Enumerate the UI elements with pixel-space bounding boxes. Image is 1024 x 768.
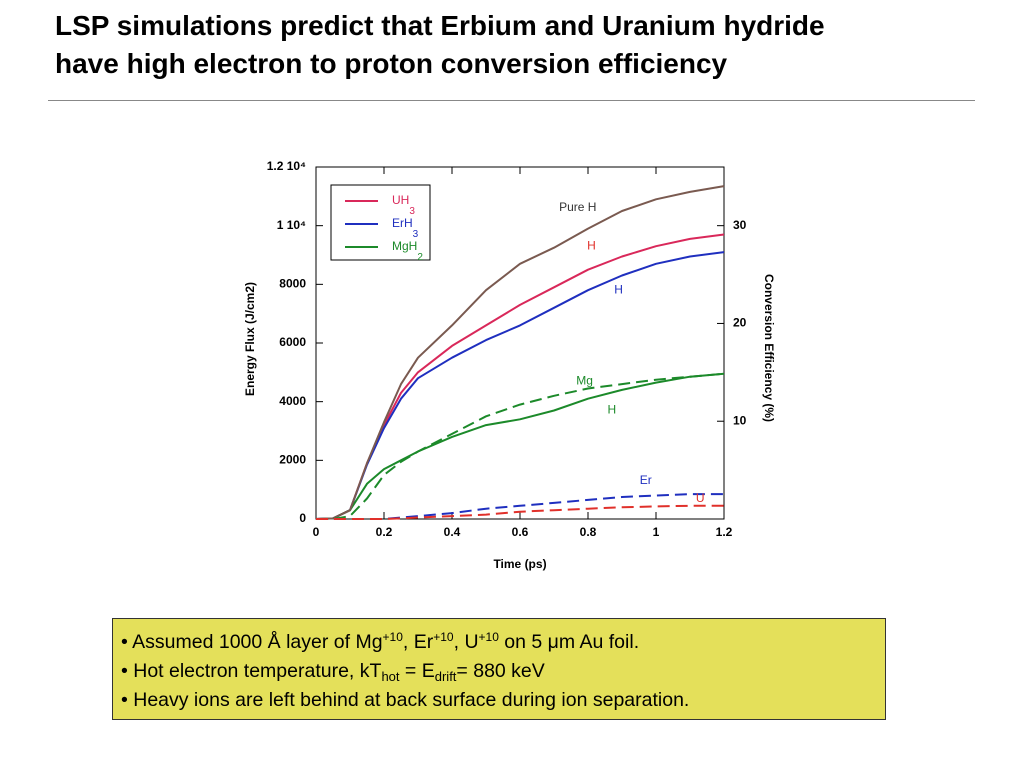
series-line <box>315 185 725 520</box>
y-tick-label: 0 <box>299 511 306 525</box>
y-tick-label: 4000 <box>279 394 306 408</box>
y-tick-label: 1 10⁴ <box>277 218 306 232</box>
x-tick-label: 0.8 <box>580 525 597 539</box>
annotation: H <box>614 282 623 296</box>
x-tick-label: 0.2 <box>376 525 393 539</box>
x-tick-label: 0.6 <box>512 525 529 539</box>
legend-label: MgH2 <box>392 239 423 262</box>
y-axis-label: Energy Flux (J/cm2) <box>243 282 257 396</box>
slide-title: LSP simulations predict that Erbium and … <box>55 10 825 41</box>
y2-axis-label: Conversion Efficiency (%) <box>762 274 776 422</box>
bullet-text: +10 <box>478 630 499 644</box>
x-axis-label: Time (ps) <box>493 557 546 571</box>
bullet: • Hot electron temperature, kThot = Edri… <box>121 657 877 686</box>
y2-tick-label: 20 <box>733 316 747 330</box>
divider <box>48 100 975 101</box>
bullet: • Heavy ions are left behind at back sur… <box>121 686 877 715</box>
bullet: • Assumed 1000 Å layer of Mg+10, Er+10, … <box>121 628 877 657</box>
annotation: H <box>587 238 596 252</box>
series-line <box>315 233 725 520</box>
bullet-text: , Er <box>402 631 434 653</box>
bullet-text: on 5 μm Au foil. <box>498 631 640 653</box>
x-tick-label: 1.2 <box>716 525 733 539</box>
y-tick-label: 2000 <box>279 453 306 467</box>
bullet-text: • Heavy ions are left behind at back sur… <box>121 689 690 711</box>
legend-label: UH3 <box>392 193 415 216</box>
slide-title: have high electron to proton conversion … <box>55 48 728 79</box>
annotation: Pure H <box>559 200 596 214</box>
annotation: Er <box>640 473 652 487</box>
bullet-text: +10 <box>382 630 403 644</box>
annotation: H <box>607 403 616 417</box>
series-line <box>315 251 725 520</box>
legend-label: ErH3 <box>392 216 419 239</box>
y-tick-label: 8000 <box>279 277 306 291</box>
bullet-text: = 880 keV <box>456 660 545 682</box>
annotation: U <box>696 491 705 505</box>
note-box: • Assumed 1000 Å layer of Mg+10, Er+10, … <box>112 618 886 720</box>
series-line <box>316 504 724 520</box>
y2-tick-label: 10 <box>733 413 747 427</box>
x-tick-label: 0 <box>313 525 320 539</box>
bullet-text: = E <box>399 660 435 682</box>
x-tick-label: 1 <box>653 525 660 539</box>
bullet-text: • Assumed 1000 Å layer of Mg <box>121 631 383 653</box>
x-tick-label: 0.4 <box>444 525 461 539</box>
y-tick-label: 6000 <box>279 335 306 349</box>
y2-tick-label: 30 <box>733 218 747 232</box>
bullet-text: , U <box>453 631 479 653</box>
legend-box <box>330 184 431 261</box>
bullet-text: drift <box>434 669 457 684</box>
bullet-text: • Hot electron temperature, kT <box>121 660 382 682</box>
chart: 0 0.2 0.4 0.6 0.8 1 1.2 0 2000 4000 6000 8000 1 10⁴ 1… <box>243 159 776 571</box>
series-line <box>315 372 725 520</box>
series-line <box>316 372 725 520</box>
annotation: Mg <box>576 373 593 387</box>
y-tick-label: 1.2 10⁴ <box>267 159 306 173</box>
bullet-text: hot <box>381 669 400 684</box>
bullet-text: +10 <box>433 630 454 644</box>
